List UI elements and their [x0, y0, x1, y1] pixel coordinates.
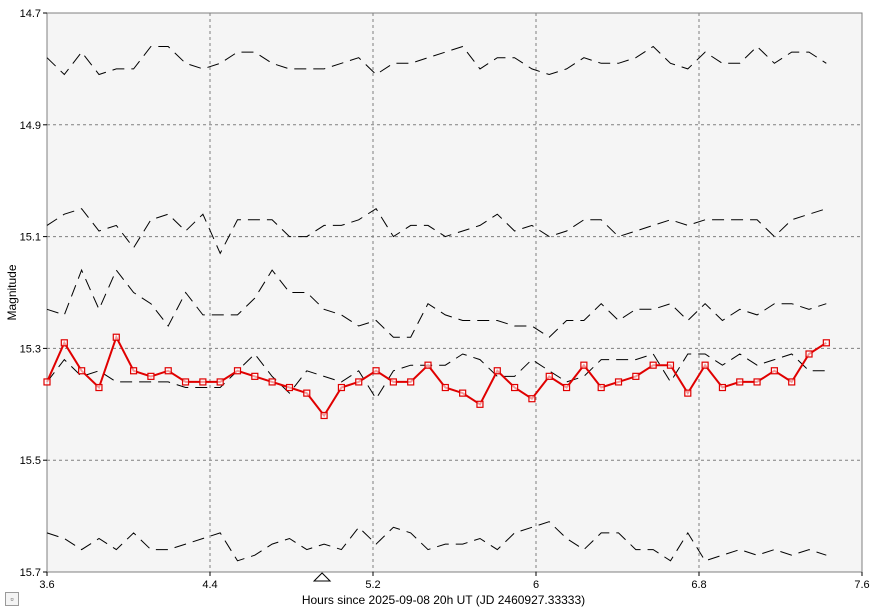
target-data-point [199, 378, 207, 386]
target-data-point [78, 367, 86, 375]
x-tick-label: 6 [533, 579, 539, 591]
target-data-point [597, 383, 605, 392]
y-tick-label: 14.9 [20, 120, 41, 132]
comparison-series-line [46, 521, 827, 562]
target-data-point [268, 378, 276, 386]
x-tick-label: 7.6 [854, 579, 869, 591]
y-axis-title: Magnitude [5, 264, 19, 320]
axes: 3.6 4.4 5.2 6 6.8 7.6 14.7 14.9 15.1 15.3 15.5 15.7 [20, 8, 870, 591]
target-data-point [216, 378, 224, 386]
target-data-point [251, 372, 259, 380]
target-data-point [701, 361, 709, 369]
target-data-point [389, 378, 397, 386]
target-series-line [46, 334, 827, 418]
target-data-point [424, 361, 432, 369]
target-data-point [511, 383, 519, 392]
y-tick-label: 15.3 [20, 343, 41, 355]
target-data-point [476, 400, 484, 408]
target-data-point [164, 367, 172, 375]
target-data-point [320, 411, 328, 420]
corner-toggle-button[interactable]: ▫ [5, 592, 19, 606]
target-data-point [233, 367, 242, 375]
target-data-point [493, 367, 501, 375]
target-data-point [95, 383, 103, 392]
target-data-point [649, 361, 657, 369]
x-tick-label: 4.4 [202, 579, 217, 591]
grid [47, 13, 862, 572]
target-data-point [545, 372, 553, 380]
target-data-point [614, 378, 623, 386]
plot-area [46, 12, 863, 573]
target-data-point [528, 395, 536, 403]
y-tick-label: 14.7 [20, 8, 41, 20]
target-data-point [43, 378, 51, 386]
x-axis-title: Hours since 2025-09-08 20h UT (JD 246092… [302, 593, 585, 607]
target-data-point [129, 367, 138, 375]
target-data-point [441, 383, 449, 392]
target-data-point [112, 333, 120, 341]
x-tick-label: 5.2 [365, 579, 380, 591]
target-data-point [147, 372, 155, 380]
target-data-point [303, 389, 311, 397]
comparison-series-line [46, 208, 827, 255]
target-data-point [459, 389, 467, 397]
target-data-point [407, 378, 415, 386]
target-data-point [788, 378, 796, 386]
series-layer [43, 45, 830, 562]
square-icon: ▫ [10, 594, 14, 604]
x-tick-label: 6.8 [691, 579, 706, 591]
target-data-point [285, 383, 294, 392]
target-data-point [60, 339, 68, 347]
target-data-point [632, 372, 640, 380]
target-data-point [355, 378, 363, 386]
target-data-point [562, 383, 571, 392]
target-data-point [666, 361, 675, 369]
y-tick-label: 15.7 [20, 567, 41, 579]
y-tick-label: 15.1 [20, 232, 41, 244]
target-data-point [718, 383, 727, 392]
target-data-point [684, 389, 692, 397]
comparison-series-line [46, 45, 827, 76]
y-tick-label: 15.5 [20, 455, 41, 467]
comparison-series-line [46, 353, 827, 400]
target-data-point [181, 378, 190, 386]
target-data-point [805, 350, 813, 358]
comparison-series-line [46, 268, 827, 338]
target-data-point [736, 378, 744, 386]
x-tick-label: 3.6 [39, 579, 54, 591]
target-data-point [580, 361, 588, 369]
time-marker-triangle-icon[interactable] [312, 572, 332, 582]
target-data-point [822, 339, 830, 347]
target-data-point [753, 378, 761, 386]
target-data-point [770, 367, 778, 375]
target-data-point [372, 367, 380, 375]
target-data-point [337, 383, 346, 392]
